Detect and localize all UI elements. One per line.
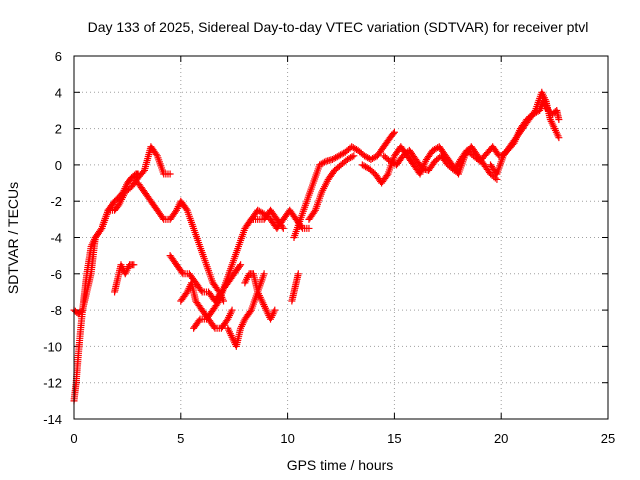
data-point: [279, 224, 287, 232]
data-point: [390, 128, 398, 136]
x-tick-label: 10: [280, 431, 294, 446]
grid: [74, 56, 608, 419]
data-point: [228, 306, 236, 314]
data-point: [555, 134, 563, 142]
x-axis-label: GPS time / hours: [287, 457, 394, 473]
x-tick-label: 20: [494, 431, 508, 446]
data-point: [182, 205, 190, 213]
y-tick-label: 6: [55, 49, 62, 64]
data-point: [305, 224, 313, 232]
y-tick-label: -8: [50, 303, 62, 318]
data-point: [152, 150, 160, 158]
data-point: [197, 286, 205, 294]
plot-frame: [73, 55, 609, 420]
data-point: [383, 171, 391, 179]
data-point: [310, 208, 318, 216]
data-point: [260, 270, 268, 278]
axis-ticks: 0 5 10 15 20 25 -14 -12 -10 -8 -6 -4 -2 0 2 4 6: [43, 49, 615, 446]
y-tick-label: -10: [43, 339, 62, 354]
y-axis-label: SDTVAR / TECUs: [5, 182, 21, 294]
y-tick-label: -4: [50, 231, 62, 246]
chart-title: Day 133 of 2025, Sidereal Day-to-day VTE…: [88, 19, 589, 35]
data-point: [348, 153, 356, 161]
data-point: [159, 214, 167, 222]
y-tick-label: -6: [50, 267, 62, 282]
data-point: [195, 317, 203, 325]
y-tick-label: -2: [50, 194, 62, 209]
data-point: [555, 116, 563, 124]
data-point: [364, 154, 372, 162]
data-point: [178, 268, 186, 276]
data-point: [257, 208, 265, 216]
data-point: [214, 299, 222, 307]
y-tick-label: 2: [55, 122, 62, 137]
data-point: [97, 226, 105, 234]
data-point: [362, 163, 370, 171]
data-point: [166, 170, 174, 178]
data-point: [350, 152, 358, 160]
data-point: [294, 270, 302, 278]
data-point: [389, 130, 397, 138]
y-tick-label: 0: [55, 158, 62, 173]
x-tick-label: 25: [601, 431, 615, 446]
data-point: [210, 323, 218, 331]
y-tick-label: -12: [43, 376, 62, 391]
y-tick-label: -14: [43, 412, 62, 427]
data-point: [370, 154, 378, 162]
data-point: [351, 145, 359, 153]
x-tick-label: 15: [387, 431, 401, 446]
y-tick-label: 4: [55, 85, 62, 100]
data-point: [237, 261, 245, 269]
x-tick-label: 5: [177, 431, 184, 446]
data-point: [347, 154, 355, 162]
data-point: [246, 308, 254, 316]
data-point: [320, 158, 328, 166]
data-point: [130, 261, 138, 269]
data-points: [70, 88, 563, 405]
data-point: [271, 306, 279, 314]
x-tick-label: 0: [70, 431, 77, 446]
data-point: [236, 262, 244, 270]
